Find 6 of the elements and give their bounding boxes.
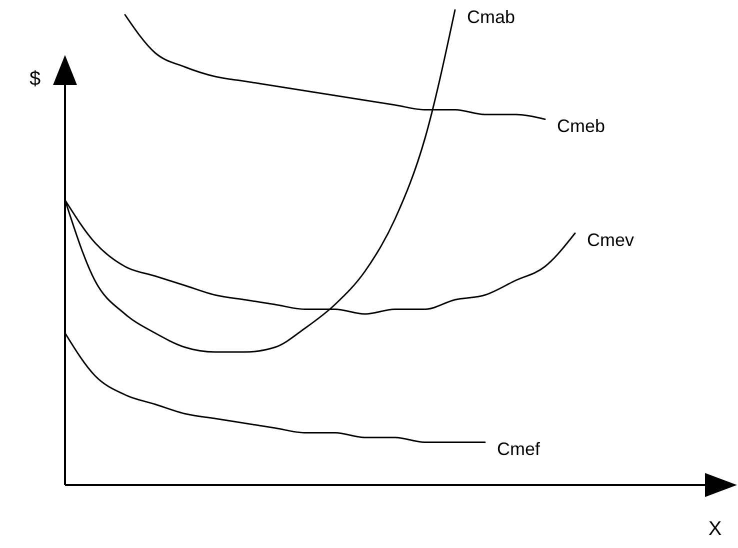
series-label: Cmeb [557,116,606,136]
series-label: Cmev [587,230,634,250]
y-axis-title: $ [29,68,41,90]
x-axis-title: X [708,518,722,540]
series-label: Cmab [467,6,516,27]
series-label: Cmef [497,439,542,459]
